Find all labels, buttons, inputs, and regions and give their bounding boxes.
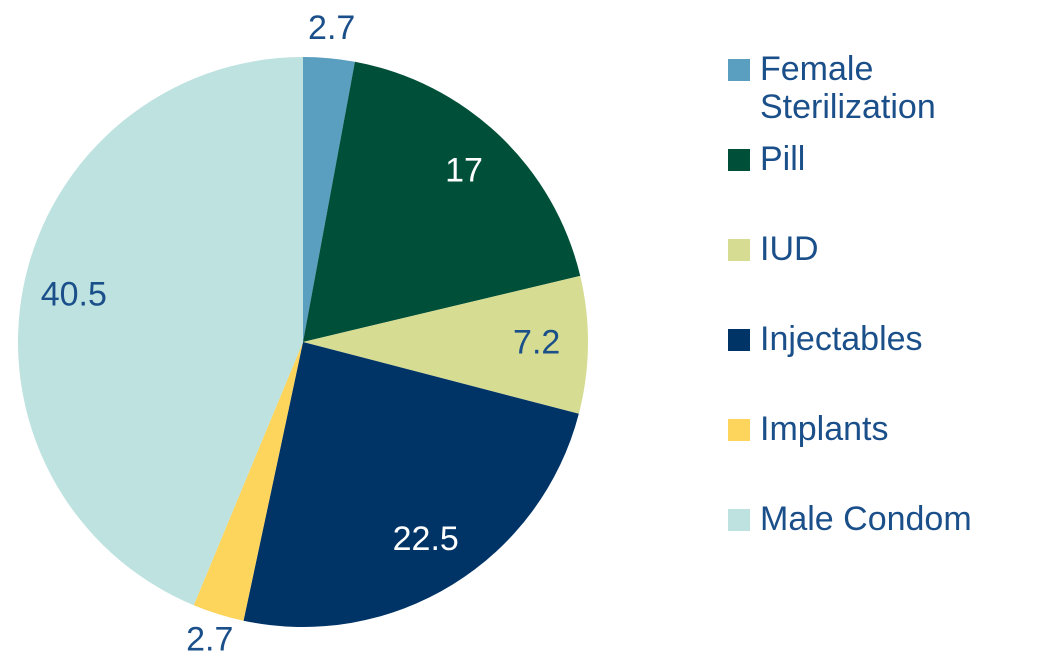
legend-label: Female Sterilization (760, 50, 936, 126)
legend-label: Implants (760, 410, 889, 448)
data-label: 17 (445, 152, 483, 190)
legend-item: Female Sterilization (728, 50, 1018, 126)
legend-item: Implants (728, 410, 1018, 448)
data-label: 7.2 (513, 323, 560, 361)
pie-slice (303, 275, 588, 414)
legend-swatch (728, 329, 750, 351)
legend-label: IUD (760, 230, 819, 268)
legend-item: Pill (728, 140, 1018, 178)
legend-swatch (728, 509, 750, 531)
legend-swatch (728, 419, 750, 441)
legend-item: IUD (728, 230, 1018, 268)
pie-slice (243, 342, 579, 627)
data-label: 22.5 (393, 520, 459, 558)
data-label: 2.7 (308, 9, 355, 47)
legend-label: Pill (760, 140, 806, 178)
legend-label: Injectables (760, 320, 923, 358)
pie-slice (303, 61, 581, 343)
legend-item: Injectables (728, 320, 1018, 358)
pie-slice (303, 57, 355, 342)
data-label: 40.5 (41, 275, 107, 313)
data-label: 2.7 (186, 620, 233, 658)
legend-item: Male Condom (728, 500, 1018, 538)
pie-slice (18, 57, 304, 606)
legend-swatch (728, 239, 750, 261)
legend-swatch (728, 59, 750, 81)
legend-label: Male Condom (760, 500, 972, 538)
legend-swatch (728, 149, 750, 171)
pie-slice (193, 342, 303, 621)
